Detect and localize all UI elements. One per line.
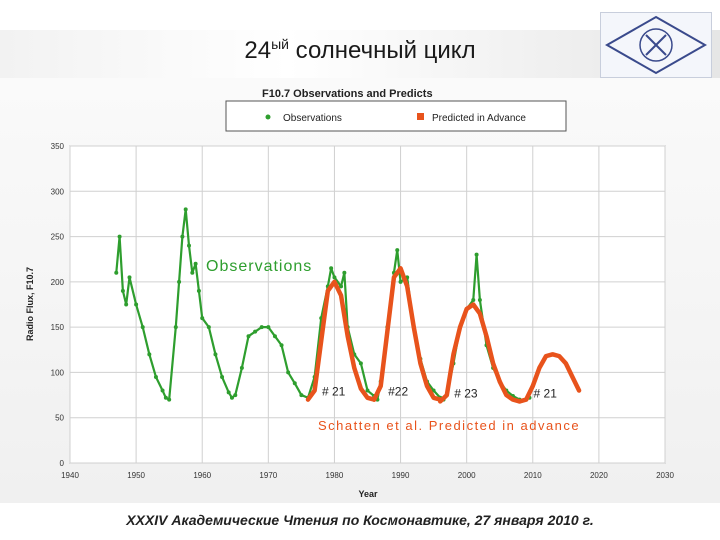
observation-point (398, 279, 403, 284)
y-tick-label: 150 (51, 323, 65, 332)
x-tick-label: 1980 (326, 471, 344, 480)
observation-point (120, 288, 125, 293)
observation-point (471, 297, 476, 302)
y-axis-label: Radio Flux, F10.7 (25, 267, 35, 341)
observation-point (365, 388, 370, 393)
legend-predicted-marker (417, 113, 424, 120)
y-tick-label: 300 (51, 187, 65, 196)
chart-svg: F10.7 Observations and Predicts Observat… (25, 88, 674, 499)
logo (600, 12, 712, 78)
observation-point (124, 302, 129, 307)
observation-point (259, 325, 264, 330)
footer-text: XXXIV Академические Чтения по Космонавти… (126, 512, 594, 528)
x-tick-label: 1970 (259, 471, 277, 480)
x-tick-label: 2010 (524, 471, 542, 480)
title-suffix: ый (271, 36, 289, 52)
observation-point (177, 279, 182, 284)
observation-point (239, 365, 244, 370)
observation-point (279, 343, 284, 348)
observation-point (477, 297, 482, 302)
x-axis-label: Year (358, 489, 378, 499)
cycle-label: #22 (388, 385, 408, 399)
y-tick-label: 200 (51, 278, 65, 287)
observation-point (167, 397, 172, 402)
observation-point (233, 393, 238, 398)
observation-point (266, 325, 271, 330)
observation-point (246, 334, 251, 339)
observation-point (253, 329, 258, 334)
chart-title: F10.7 Observations and Predicts (262, 88, 433, 100)
observation-point (395, 248, 400, 253)
predicted-series (305, 266, 582, 404)
predicted-cycle-line (371, 266, 443, 402)
observation-point (127, 275, 132, 280)
observation-point (206, 325, 211, 330)
observation-point (299, 393, 304, 398)
observation-point (200, 316, 205, 321)
schatten-annotation: Schatten et al. Predicted in advance (318, 418, 580, 433)
observation-point (147, 352, 152, 357)
observation-point (163, 395, 168, 400)
observation-point (117, 234, 122, 239)
legend-box (225, 100, 567, 132)
observations-annotation: Observations (206, 258, 312, 275)
observation-point (329, 266, 334, 271)
slide-title: 24ый солнечный цикл (0, 36, 720, 65)
legend-observations-marker (265, 114, 271, 120)
legend-predicted: Predicted in Advance (432, 113, 526, 124)
y-tick-label: 250 (51, 233, 65, 242)
observation-point (193, 261, 198, 266)
title-number: 24 (244, 37, 272, 64)
observation-point (180, 234, 185, 239)
logo-emblem-icon (604, 15, 708, 75)
x-tick-label: 2000 (458, 471, 476, 480)
y-tick-label: 50 (55, 414, 64, 423)
observation-point (213, 352, 218, 357)
x-tick-label: 1960 (193, 471, 211, 480)
x-tick-label: 2020 (590, 471, 608, 480)
x-tick-label: 1990 (392, 471, 410, 480)
predicted-cycle-line (437, 302, 522, 404)
y-tick-label: 350 (51, 142, 65, 151)
observation-point (332, 275, 337, 280)
legend-observations: Observations (283, 113, 342, 124)
observation-point (474, 252, 479, 257)
cycle-label: # 21 (322, 385, 346, 399)
observation-point (339, 284, 344, 289)
observation-point (292, 381, 297, 386)
observation-point (342, 270, 347, 275)
observation-point (190, 270, 195, 275)
observation-point (272, 334, 277, 339)
observation-point (153, 374, 158, 379)
x-tick-labels: 1940 1950 1960 1970 1980 1990 2000 2010 2020 2030 (61, 471, 674, 480)
x-tick-label: 1940 (61, 471, 79, 480)
y-tick-labels: 0 50 100 150 200 250 300 350 (51, 142, 65, 468)
chart-grid (69, 145, 666, 464)
observation-point (196, 288, 201, 293)
title-text: солнечный цикл (289, 37, 476, 64)
observation-point (140, 325, 145, 330)
observation-point (183, 207, 188, 212)
predicted-cycle-line (305, 279, 377, 402)
observation-point (358, 361, 363, 366)
x-tick-label: 1950 (127, 471, 145, 480)
observation-point (187, 243, 191, 248)
observation-point (173, 325, 178, 330)
plot-area (69, 145, 666, 464)
predicted-cycle-line (517, 352, 582, 404)
y-tick-label: 0 (60, 459, 65, 468)
cycle-labels: # 21 #22 # 23 # 21 (322, 385, 557, 401)
cycle-label: # 21 (534, 386, 558, 400)
observation-point (114, 270, 119, 275)
observation-point (134, 302, 139, 307)
observation-point (220, 374, 225, 379)
observation-point (229, 395, 234, 400)
observation-point (226, 390, 231, 395)
observation-point (160, 388, 165, 393)
observation-point (286, 370, 291, 375)
y-tick-label: 100 (51, 368, 65, 377)
cycle-label: # 23 (454, 386, 478, 400)
x-tick-label: 2030 (656, 471, 674, 480)
